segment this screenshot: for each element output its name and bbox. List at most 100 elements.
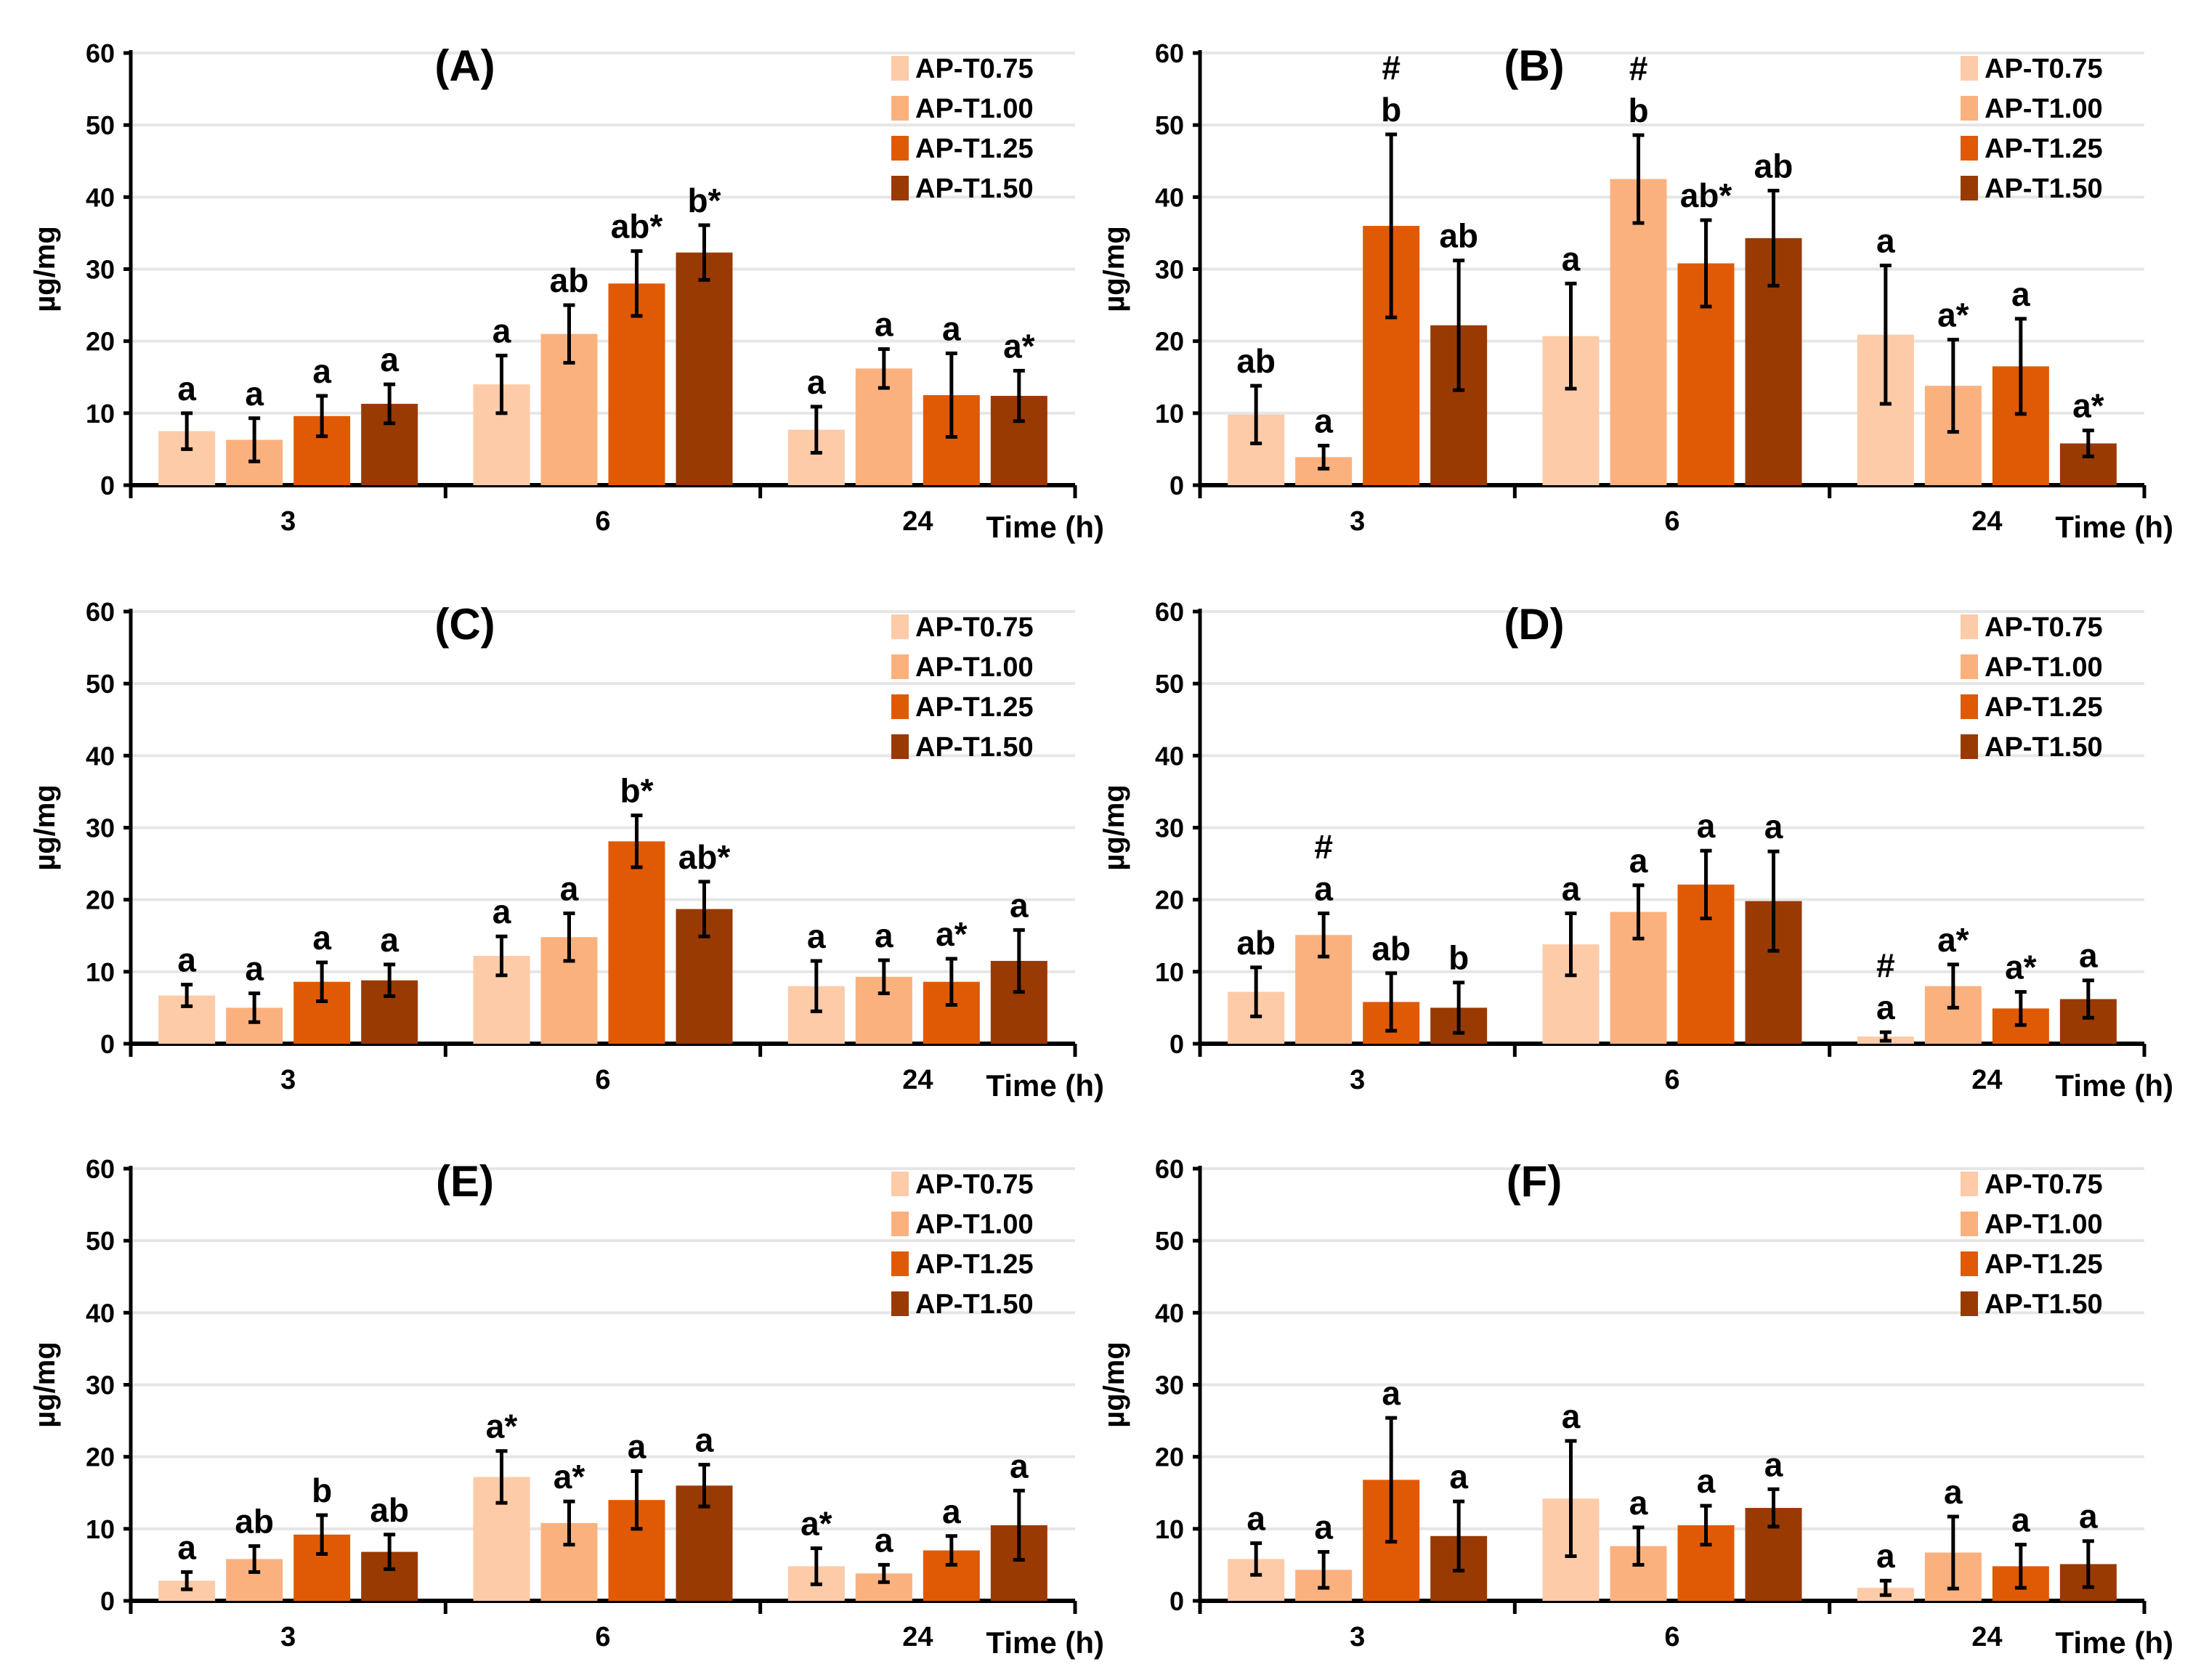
significance-letter: a [628,1428,646,1466]
significance-letter: a [695,1421,714,1459]
panel-b: 0102030405060µg/mg(B)3abab#ab6ab#ab*ab24… [1098,38,2173,544]
x-tick-label: 24 [902,1065,933,1095]
significance-letter: b* [688,182,721,219]
significance-letter: a [1314,402,1333,439]
significance-letter: a [2079,1498,2098,1535]
significance-letter: ab [1236,342,1276,380]
y-axis-label: µg/mg [1098,784,1130,871]
legend-swatch [1961,1291,1978,1316]
y-tick-label: 0 [1170,1586,1184,1616]
legend-label: AP-T1.50 [915,732,1034,763]
y-tick-label: 30 [1155,255,1184,285]
significance-letter: a* [2072,387,2104,425]
significance-letter: ab* [678,838,731,876]
significance-letter: a [1010,886,1029,924]
y-tick-label: 20 [1155,1442,1184,1472]
significance-letter: a [312,352,331,390]
y-tick-label: 40 [86,182,115,212]
y-tick-label: 30 [86,255,115,285]
significance-letter: a* [1003,327,1035,365]
significance-letter: a [1876,1537,1895,1575]
significance-letter: a [1876,989,1895,1026]
y-tick-label: 40 [86,741,115,771]
y-tick-label: 20 [86,885,115,915]
legend-label: AP-T1.50 [1985,174,2103,204]
y-tick-label: 30 [86,1371,115,1400]
x-tick-label: 3 [1350,1065,1365,1095]
x-tick-label: 3 [280,506,296,537]
legend-label: AP-T1.00 [1985,652,2103,683]
y-tick-label: 50 [1155,110,1184,140]
x-tick-label: 24 [1971,1622,2002,1652]
significance-letter: a [245,950,264,988]
significance-letter: ab [1439,217,1478,255]
legend-label: AP-T1.50 [915,174,1034,204]
significance-letter: a [1697,1462,1716,1500]
legend-label: AP-T1.50 [1985,732,2103,763]
significance-letter: ab [1236,924,1276,962]
y-tick-label: 50 [1155,1226,1184,1256]
x-tick-label: 3 [1350,506,1365,537]
legend-swatch [1961,56,1978,81]
significance-letter: a* [1937,921,1969,959]
y-tick-label: 60 [86,38,115,68]
significance-letter: ab [370,1491,409,1529]
legend-label: AP-T0.75 [915,612,1034,643]
y-tick-label: 50 [86,669,115,699]
legend-label: AP-T0.75 [1985,1169,2103,1200]
legend-swatch [1961,1172,1978,1196]
significance-letter: a* [936,915,968,953]
y-tick-label: 40 [1155,1298,1184,1328]
y-axis-label: µg/mg [1098,1342,1130,1428]
significance-letter: a [1449,1458,1468,1496]
legend-label: AP-T1.00 [1985,94,2103,124]
significance-letter: a [875,917,893,954]
x-tick-label: 6 [1664,1622,1679,1652]
legend-swatch [891,136,909,161]
y-tick-label: 50 [86,1226,115,1256]
y-tick-label: 20 [86,1442,115,1472]
significance-letter: ab [1754,147,1793,184]
legend-swatch [891,176,909,200]
significance-letter: a [1697,807,1716,845]
y-tick-label: 10 [1155,1514,1184,1544]
x-axis-label: Time (h) [2055,510,2173,544]
significance-letter: ab [1371,930,1411,967]
legend-swatch [891,96,909,121]
significance-letter: a* [2005,949,2037,986]
y-tick-label: 60 [1155,597,1184,627]
y-tick-label: 30 [1155,1371,1184,1400]
significance-letter: a [312,919,331,957]
significance-letter: a [1876,222,1895,260]
significance-letter: b [1448,939,1469,977]
significance-hash: # [1382,49,1401,86]
legend-swatch [1961,694,1978,719]
y-tick-label: 10 [86,1514,115,1544]
significance-letter: a* [486,1408,518,1445]
y-tick-label: 30 [1155,813,1184,843]
significance-letter: b [1381,91,1401,129]
significance-letter: a [1944,1473,1963,1511]
x-axis-label: Time (h) [2055,1068,2173,1103]
legend-swatch [891,1212,909,1236]
significance-hash: # [1629,49,1648,87]
y-tick-label: 60 [1155,1154,1184,1184]
significance-letter: a [2011,1501,2030,1539]
y-tick-label: 60 [1155,38,1184,68]
y-tick-label: 20 [86,327,115,357]
legend-swatch [891,654,909,679]
x-axis-label: Time (h) [986,510,1104,544]
legend-swatch [1961,1212,1978,1236]
significance-letter: a [1629,842,1648,880]
significance-letter: a [807,363,826,401]
legend-label: AP-T1.25 [915,692,1034,723]
significance-letter: a [2011,275,2030,313]
y-tick-label: 30 [86,813,115,843]
panel-title: (E) [436,1157,494,1206]
significance-letter: a [2079,937,2098,975]
significance-letter: a [1764,808,1783,845]
significance-letter: b [1628,92,1648,129]
x-tick-label: 3 [280,1065,296,1095]
